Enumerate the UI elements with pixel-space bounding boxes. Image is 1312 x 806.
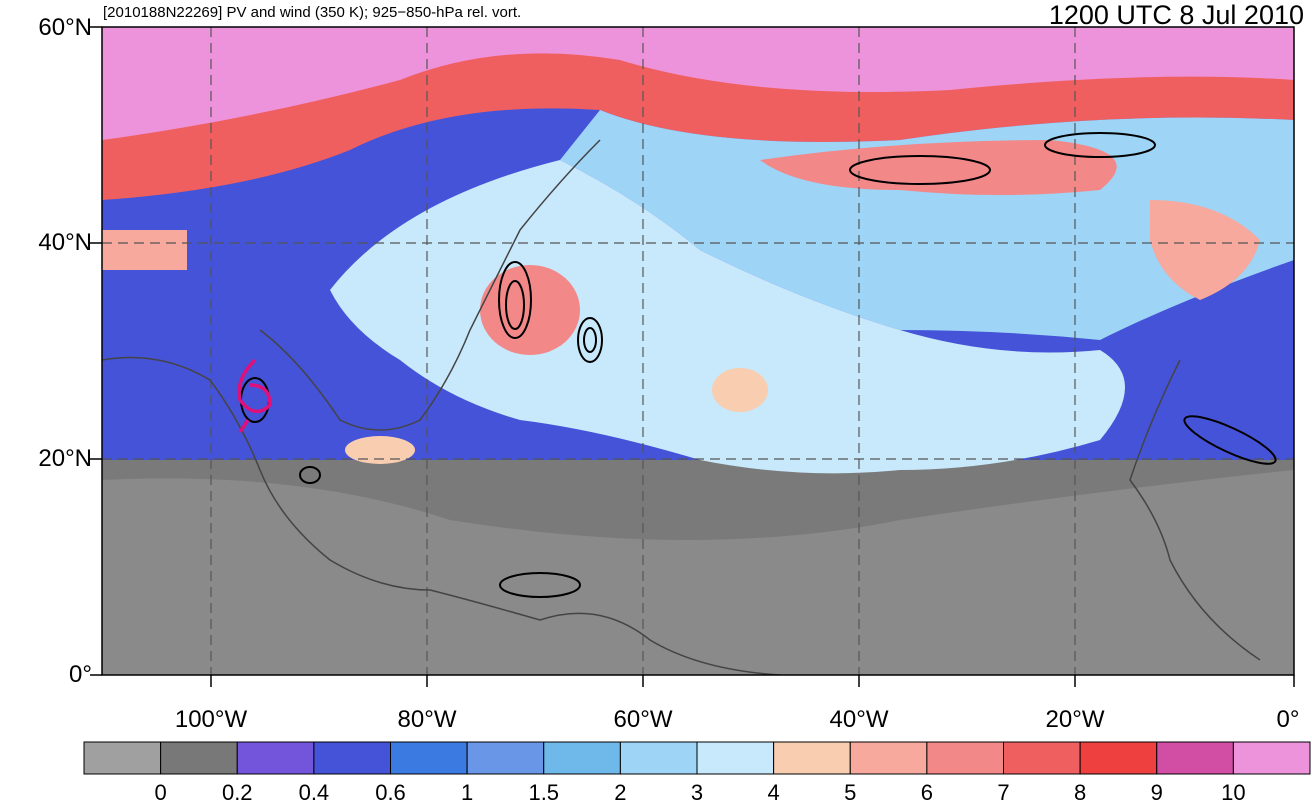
pv-anomaly-nw bbox=[102, 230, 187, 270]
pv-very-high-band bbox=[102, 27, 1294, 140]
colorbar-tick-label: 1 bbox=[461, 780, 474, 805]
colorbar-swatch bbox=[313, 741, 391, 775]
cyclone-track-marker bbox=[237, 358, 272, 433]
vorticity-contours bbox=[240, 132, 1277, 598]
axis-ticks bbox=[90, 26, 1295, 687]
colorbar-swatch bbox=[466, 741, 545, 775]
lon-label-40w: 40°W bbox=[829, 706, 889, 733]
colorbar-tick-label: 0.6 bbox=[375, 780, 406, 805]
pv-red-streak bbox=[760, 140, 1117, 195]
pv-anomaly-gulf bbox=[345, 436, 415, 464]
lon-label-20w: 20°W bbox=[1045, 706, 1105, 733]
lon-label-60w: 60°W bbox=[613, 706, 673, 733]
lat-label-0: 0° bbox=[69, 661, 92, 688]
lat-label-20n: 20°N bbox=[38, 445, 92, 472]
map-gridlines bbox=[102, 27, 1294, 675]
pv-low-region-south bbox=[102, 470, 1294, 675]
colorbar-swatch bbox=[1156, 741, 1234, 775]
colorbar-tick-label: 5 bbox=[844, 780, 857, 805]
lat-label-40n: 40°N bbox=[38, 229, 92, 256]
pv-anomaly-central bbox=[712, 368, 768, 412]
lon-label-0: 0° bbox=[1276, 706, 1300, 733]
colorbar-swatch bbox=[696, 741, 775, 775]
lon-label-100w: 100°W bbox=[174, 706, 248, 733]
colorbar-swatch bbox=[849, 741, 928, 775]
colorbar-swatch bbox=[236, 741, 315, 775]
colorbar-swatch bbox=[83, 741, 162, 775]
figure-datetime: 1200 UTC 8 Jul 2010 bbox=[1048, 0, 1304, 30]
colorbar-swatch bbox=[926, 741, 1004, 775]
pv-light-region bbox=[330, 160, 1125, 474]
lat-label-60n: 60°N bbox=[38, 14, 92, 41]
colorbar-tick-label: 7 bbox=[997, 780, 1010, 805]
colorbar-swatch bbox=[1003, 741, 1081, 775]
coastlines bbox=[102, 139, 1261, 675]
colorbar-tick-label: 6 bbox=[920, 780, 933, 805]
figure-title: [2010188N22269] PV and wind (350 K); 925… bbox=[103, 4, 522, 21]
colorbar-swatch bbox=[390, 741, 468, 775]
colorbar-tick-label: 0.2 bbox=[221, 780, 253, 805]
colorbar-tick-label: 2 bbox=[614, 780, 627, 805]
colorbar-tick-label: 10 bbox=[1221, 780, 1246, 805]
colorbar-tick-label: 9 bbox=[1150, 780, 1163, 805]
colorbar-swatch bbox=[1079, 741, 1158, 775]
colorbar-tick-label: 8 bbox=[1074, 780, 1087, 805]
colorbar-swatch bbox=[1232, 741, 1311, 775]
colorbar-tick-label: 1.5 bbox=[528, 780, 560, 805]
colorbar-swatch bbox=[619, 741, 698, 775]
colorbar bbox=[83, 741, 1311, 775]
colorbar-swatch bbox=[543, 741, 621, 775]
lon-label-80w: 80°W bbox=[397, 706, 457, 733]
colorbar-tick-label: 4 bbox=[767, 780, 780, 805]
colorbar-tick-label: 3 bbox=[690, 780, 704, 805]
colorbar-swatch bbox=[773, 741, 851, 775]
pv-east-anomaly bbox=[1150, 200, 1260, 300]
map-frame bbox=[101, 26, 1295, 676]
colorbar-tick-label: 0 bbox=[154, 780, 167, 805]
colorbar-swatch bbox=[160, 741, 238, 775]
colorbar-tick-label: 0.4 bbox=[298, 780, 330, 805]
map-panel bbox=[102, 27, 1294, 675]
